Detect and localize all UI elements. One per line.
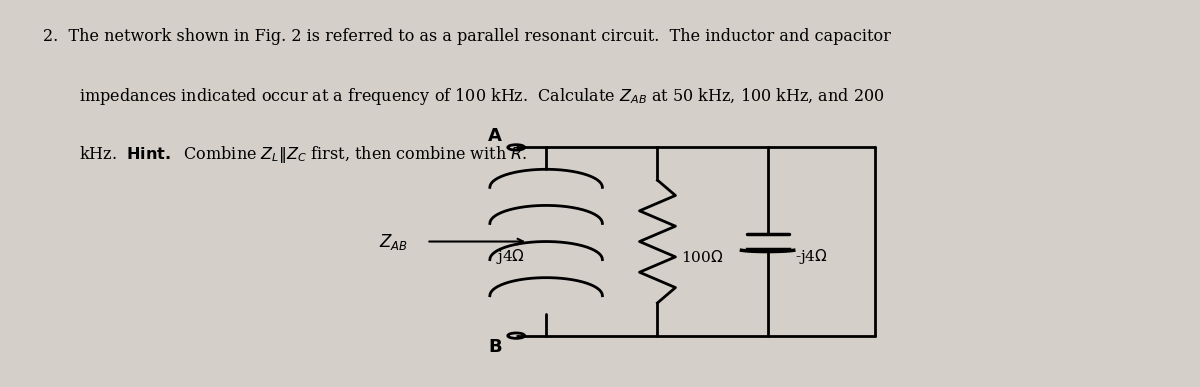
Text: impedances indicated occur at a frequency of 100 kHz.  Calculate $Z_{AB}$ at 50 : impedances indicated occur at a frequenc…	[79, 86, 884, 107]
Text: kHz.  $\bf{Hint.}$  Combine $Z_L$$\|$$Z_C$ first, then combine with $R$.: kHz. $\bf{Hint.}$ Combine $Z_L$$\|$$Z_C$…	[79, 144, 528, 164]
Text: 2.  The network shown in Fig. 2 is referred to as a parallel resonant circuit.  : 2. The network shown in Fig. 2 is referr…	[43, 28, 892, 45]
Text: $Z_{AB}$: $Z_{AB}$	[379, 231, 408, 252]
Text: j4$\Omega$: j4$\Omega$	[496, 247, 524, 266]
Text: -j4$\Omega$: -j4$\Omega$	[794, 247, 827, 266]
Text: 100$\Omega$: 100$\Omega$	[682, 249, 724, 265]
Text: B: B	[488, 337, 502, 356]
Text: A: A	[488, 127, 502, 146]
